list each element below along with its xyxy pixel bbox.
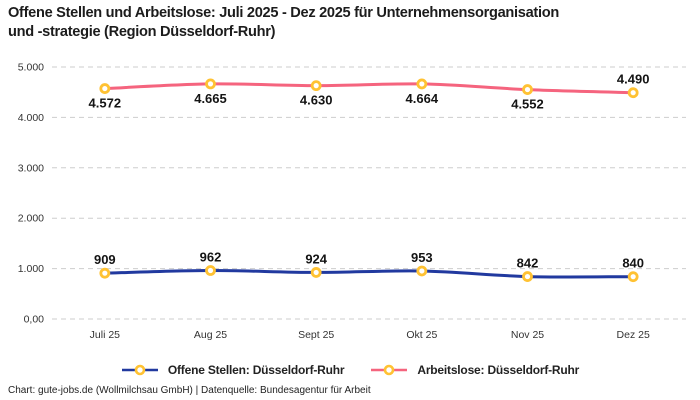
data-point-label: 840 bbox=[622, 256, 644, 271]
legend-item-arbeitslose[interactable]: Arbeitslose: Düsseldorf-Ruhr bbox=[370, 363, 579, 377]
data-point-marker[interactable] bbox=[416, 265, 428, 277]
data-point-marker[interactable] bbox=[205, 78, 216, 90]
legend-line-marker-icon-pink bbox=[371, 364, 408, 376]
legend-label-offene-stellen: Offene Stellen: Düsseldorf-Ruhr bbox=[167, 363, 345, 377]
data-point-marker[interactable] bbox=[522, 84, 533, 95]
legend-item-offene-stellen[interactable]: Offene Stellen: Düsseldorf-Ruhr bbox=[121, 363, 345, 377]
data-point-marker[interactable] bbox=[310, 267, 322, 278]
x-axis-tick-label: Okt 25 bbox=[406, 329, 437, 341]
data-point-marker[interactable] bbox=[99, 83, 111, 94]
data-point-label: 909 bbox=[94, 252, 116, 267]
data-point-label: 4.664 bbox=[406, 91, 439, 106]
legend-line-marker-icon-blue bbox=[121, 364, 158, 376]
data-point-label: 4.665 bbox=[194, 91, 227, 106]
data-point-label: 924 bbox=[305, 251, 327, 266]
data-point-label: 4.630 bbox=[300, 93, 333, 108]
data-point-label: 4.490 bbox=[617, 72, 650, 87]
data-point-marker[interactable] bbox=[310, 80, 322, 92]
legend: Offene Stellen: Düsseldorf-Ruhr Arbeitsl… bbox=[0, 361, 700, 379]
data-point-marker[interactable] bbox=[99, 267, 111, 279]
data-point-marker[interactable] bbox=[522, 271, 533, 282]
x-axis-tick-label: Sept 25 bbox=[298, 329, 334, 341]
y-axis-tick-label: 2.000 bbox=[18, 213, 44, 225]
chart-title: Offene Stellen und Arbeitslose: Juli 202… bbox=[8, 5, 559, 40]
data-point-label: 4.552 bbox=[511, 97, 544, 112]
x-axis-tick-label: Nov 25 bbox=[511, 329, 544, 341]
data-point-label: 962 bbox=[200, 250, 222, 265]
y-axis-tick-label: 3.000 bbox=[18, 162, 44, 174]
data-point-label: 842 bbox=[517, 256, 539, 271]
x-axis-tick-label: Aug 25 bbox=[194, 329, 227, 341]
data-point-marker[interactable] bbox=[627, 271, 639, 283]
x-axis-tick-label: Juli 25 bbox=[90, 329, 121, 341]
series-line bbox=[103, 268, 635, 279]
x-axis-tick-label: Dez 25 bbox=[617, 329, 650, 341]
data-point-marker[interactable] bbox=[627, 87, 639, 99]
legend-label-arbeitslose: Arbeitslose: Düsseldorf-Ruhr bbox=[417, 363, 580, 377]
data-point-marker[interactable] bbox=[205, 265, 216, 276]
footer-credit: Chart: gute-jobs.de (Wollmilchsau GmbH) … bbox=[8, 385, 371, 396]
data-point-marker[interactable] bbox=[416, 78, 428, 90]
data-point-label: 953 bbox=[411, 250, 433, 265]
y-axis-tick-label: 1.000 bbox=[18, 263, 44, 275]
y-axis-tick-label: 4.000 bbox=[18, 112, 44, 124]
series-line bbox=[103, 82, 635, 95]
data-point-label: 4.572 bbox=[89, 96, 122, 111]
y-axis-tick-label: 5.000 bbox=[18, 62, 44, 74]
y-axis-tick-label: 0,00 bbox=[24, 314, 45, 326]
